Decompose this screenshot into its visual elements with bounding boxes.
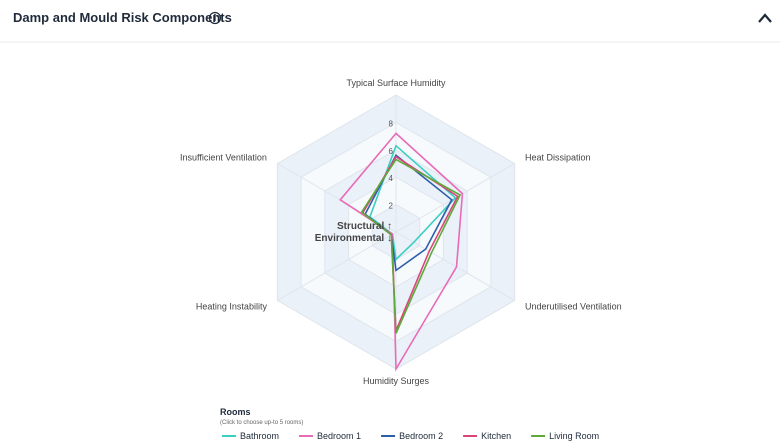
legend-item[interactable]: Bathroom	[222, 431, 279, 441]
series-line	[360, 158, 462, 334]
r-tick-label: 8	[389, 119, 394, 128]
legend-title: Rooms	[220, 407, 251, 417]
r-tick-label: 2	[389, 202, 394, 211]
r-tick-label: 6	[389, 147, 394, 156]
axis-label: Underutilised Ventilation	[525, 302, 622, 312]
legend-item[interactable]: Kitchen	[463, 431, 511, 441]
collapse-chevron[interactable]	[758, 13, 772, 23]
axis-spoke	[395, 231, 515, 301]
legend-item[interactable]: Bedroom 2	[381, 431, 443, 441]
legend-label[interactable]: Living Room	[549, 431, 599, 441]
legend-item[interactable]: Bedroom 1	[299, 431, 361, 441]
legend-label[interactable]: Bedroom 1	[317, 431, 361, 441]
axis-label: Humidity Surges	[363, 376, 430, 386]
series-line	[339, 132, 464, 372]
axis-spoke	[277, 163, 397, 233]
axis-label: Insufficient Ventilation	[180, 153, 267, 163]
axis-label: Typical Surface Humidity	[346, 78, 446, 88]
legend-label[interactable]: Bedroom 2	[399, 431, 443, 441]
r-tick-label: 4	[389, 174, 394, 183]
info-icon[interactable]	[208, 11, 222, 25]
axis-label: Heat Dissipation	[525, 153, 591, 163]
legend-label[interactable]: Kitchen	[481, 431, 511, 441]
legend-subtitle: (Click to choose up-to 5 rooms)	[220, 420, 303, 426]
annotation-line: Structural ↑	[337, 221, 392, 232]
legend-item[interactable]: Living Room	[531, 431, 599, 441]
axis-spoke	[277, 231, 397, 301]
annotation-line: Environmental ↓	[315, 233, 392, 244]
axis-label: Heating Instability	[196, 302, 268, 312]
legend-label[interactable]: Bathroom	[240, 431, 279, 441]
panel-title: Damp and Mould Risk Components	[13, 10, 232, 25]
center-annotation: Structural ↑ Environmental ↓	[315, 221, 392, 244]
